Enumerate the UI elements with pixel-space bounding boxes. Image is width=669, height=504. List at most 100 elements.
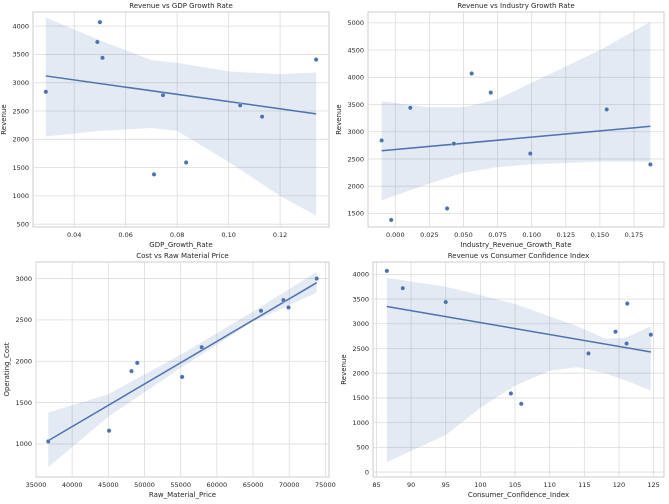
data-point [199, 344, 205, 350]
y-tick-label: 1500 [347, 210, 364, 218]
chart-title: Revenue vs Consumer Confidence Index [448, 252, 590, 260]
y-tick-label: 1000 [15, 440, 32, 448]
x-tick-label: 115 [578, 481, 590, 489]
y-tick-label: 3000 [352, 320, 369, 328]
x-tick-label: 45000 [98, 481, 119, 489]
x-tick-label: 95 [442, 481, 450, 489]
data-point [258, 308, 264, 314]
y-tick-label: 2500 [12, 107, 29, 115]
chart-title: Revenue vs Industry Growth Rate [457, 2, 574, 10]
data-point [313, 57, 319, 62]
y-tick-label: 0 [365, 468, 369, 476]
x-tick-label: 90 [407, 481, 415, 489]
data-point [388, 217, 394, 223]
y-tick-label: 1000 [352, 419, 369, 427]
y-tick-label: 4000 [352, 271, 369, 279]
x-axis-label: Industry_Revenue_Growth_Rate [460, 241, 571, 249]
x-tick-label: 100 [474, 481, 486, 489]
data-point [151, 172, 157, 177]
data-point [97, 19, 103, 25]
y-axis-label: Revenue [335, 104, 343, 135]
data-point [400, 285, 406, 291]
plot-area [372, 261, 665, 478]
plot-area [35, 261, 330, 478]
x-tick-label: 0.150 [591, 231, 610, 239]
x-tick-label: 60000 [207, 481, 228, 489]
data-point [384, 268, 390, 274]
y-tick-label: 1500 [15, 399, 32, 407]
data-point [183, 160, 189, 165]
data-point [45, 439, 51, 444]
data-point [94, 39, 100, 45]
x-tick-label: 50000 [134, 481, 155, 489]
plot-area [32, 11, 330, 228]
data-point [451, 141, 457, 147]
x-tick-label: 75000 [315, 481, 336, 489]
x-tick-label: 35000 [26, 481, 47, 489]
x-tick-label: 40000 [62, 481, 83, 489]
data-point [624, 301, 630, 306]
data-point [286, 305, 291, 310]
y-tick-label: 3000 [15, 275, 32, 283]
data-point [43, 89, 49, 95]
x-tick-label: 0.10 [221, 231, 235, 239]
x-tick-label: 0.100 [522, 231, 541, 239]
y-tick-label: 2000 [347, 182, 364, 190]
regression-line [386, 305, 651, 353]
data-point [237, 103, 243, 108]
y-tick-label: 2500 [347, 155, 364, 163]
plot-area [367, 11, 665, 228]
data-point [613, 329, 618, 335]
x-tick-label: 120 [613, 481, 625, 489]
y-tick-label: 3500 [12, 51, 29, 59]
x-axis-label: Consumer_Confidence_Index [468, 491, 569, 499]
y-tick-label: 4000 [12, 22, 29, 30]
x-tick-label: 105 [509, 481, 521, 489]
x-tick-label: 0.175 [625, 231, 644, 239]
data-point [527, 151, 533, 156]
data-point [604, 107, 610, 112]
y-axis-label: Revenue [0, 104, 8, 135]
regression-line [45, 75, 317, 115]
x-tick-label: 0.025 [420, 231, 439, 239]
confidence-band [386, 277, 651, 463]
data-point [518, 401, 524, 407]
x-axis-label: GDP_Growth_Rate [149, 241, 212, 249]
y-tick-label: 2000 [12, 136, 29, 144]
y-tick-label: 3000 [347, 128, 364, 136]
confidence-band [381, 21, 651, 201]
y-tick-label: 500 [17, 220, 29, 228]
y-tick-label: 4500 [347, 46, 364, 54]
y-tick-label: 2000 [352, 370, 369, 378]
y-tick-label: 3000 [12, 79, 29, 87]
x-tick-label: 0.12 [273, 231, 287, 239]
y-tick-label: 3500 [352, 295, 369, 303]
data-point [488, 90, 494, 95]
subplot-2: 0.000 0.025 0.050 0.075 0.100 0.125 0.150 0.175… [335, 2, 665, 249]
data-point [648, 332, 654, 338]
data-point [259, 114, 265, 120]
x-tick-label: 0.08 [170, 231, 184, 239]
x-tick-label: 110 [543, 481, 555, 489]
data-point [179, 374, 185, 380]
data-point [134, 360, 140, 366]
x-tick-label: 65000 [243, 481, 264, 489]
data-point [281, 297, 286, 303]
data-point [106, 428, 112, 434]
data-point [469, 71, 475, 76]
subplot-3: 35000 40000 45000 50000 55000 60000 65000 70000… [3, 252, 336, 499]
regression-line [381, 125, 651, 152]
chart-title: Cost vs Raw Material Price [136, 252, 229, 260]
regression-line [47, 282, 318, 442]
y-tick-label: 1500 [352, 394, 369, 402]
data-point [129, 368, 134, 374]
x-tick-label: 0.06 [118, 231, 132, 239]
y-tick-label: 3500 [347, 101, 364, 109]
subplot-1: 0.04 0.06 0.08 0.10 0.12 500 1000 1500 2000 2500 3… [0, 2, 330, 249]
x-tick-label: 85 [372, 481, 380, 489]
x-tick-label: 125 [647, 481, 659, 489]
x-tick-label: 0.050 [454, 231, 473, 239]
data-point [586, 351, 591, 356]
data-point [100, 55, 105, 61]
data-point [444, 206, 450, 211]
